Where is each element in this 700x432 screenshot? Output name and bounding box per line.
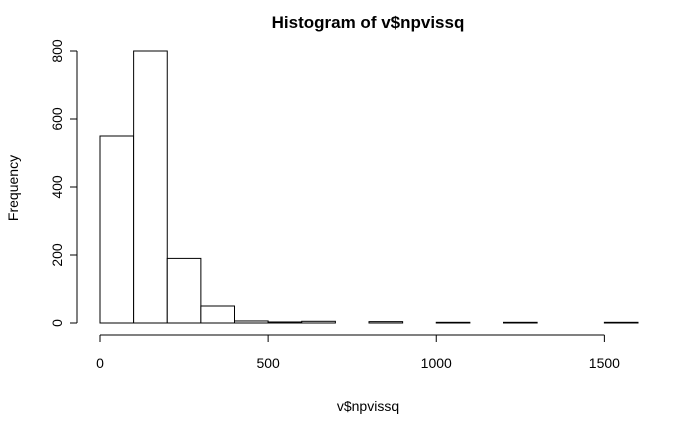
y-axis: 0 200 400 600 800 — [49, 39, 78, 327]
y-tick-label: 400 — [49, 175, 65, 199]
y-tick-label: 0 — [49, 319, 65, 327]
histogram-bar-6 — [301, 320, 336, 324]
y-axis-label: Frequency — [5, 155, 21, 221]
histogram-bar-4 — [234, 320, 269, 324]
chart-title: Histogram of v$npvissq — [272, 13, 465, 32]
x-tick-label: 1000 — [421, 355, 452, 371]
histogram-bar-1 — [133, 50, 168, 324]
histogram-bar-2 — [166, 257, 202, 324]
histogram-bar-8 — [368, 321, 404, 324]
x-tick-label: 0 — [96, 355, 104, 371]
histogram-bar-10 — [435, 321, 471, 324]
y-tick-label: 200 — [49, 243, 65, 267]
x-tick-label: 1500 — [589, 355, 620, 371]
x-axis-label: v$npvissq — [337, 398, 399, 414]
y-tick-label: 600 — [49, 107, 65, 131]
bars-group — [99, 50, 639, 324]
x-axis: 0 500 1000 1500 — [96, 334, 620, 371]
histogram-bar-3 — [200, 305, 235, 324]
histogram-bar-5 — [267, 321, 303, 324]
y-tick-label: 800 — [49, 39, 65, 63]
histogram-bar-15 — [603, 321, 639, 324]
x-tick-label: 500 — [256, 355, 280, 371]
histogram-bar-12 — [503, 321, 538, 324]
histogram-bar-0 — [99, 135, 135, 324]
